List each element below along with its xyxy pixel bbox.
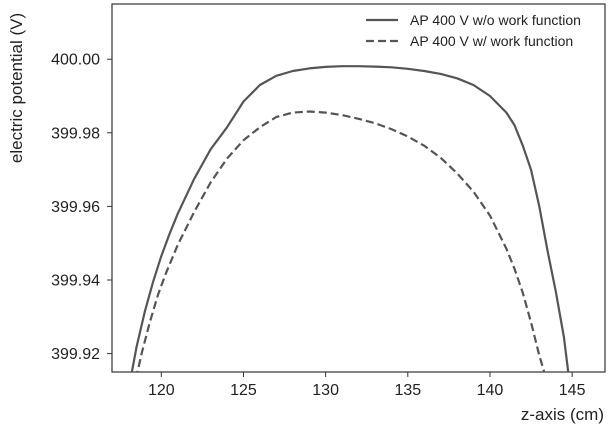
x-axis-ticks: 120 125 130 135 140 145 — [148, 372, 586, 399]
legend: AP 400 V w/o work function AP 400 V w/ wo… — [366, 12, 581, 49]
x-tick-label: 120 — [148, 382, 175, 399]
x-tick-label: 145 — [559, 382, 586, 399]
y-tick-label: 400.00 — [51, 52, 100, 69]
x-tick-label: 135 — [394, 382, 421, 399]
y-axis-label: electric potential (V) — [7, 13, 26, 163]
y-tick-label: 399.96 — [51, 199, 100, 216]
y-tick-label: 399.92 — [51, 346, 100, 363]
x-tick-label: 140 — [477, 382, 504, 399]
series-layer — [130, 65, 570, 372]
series-line-1 — [130, 65, 570, 372]
legend-label-1: AP 400 V w/o work function — [410, 12, 581, 28]
legend-label-2: AP 400 V w/ work function — [410, 33, 573, 49]
x-axis-label: z-axis (cm) — [521, 405, 604, 424]
series-line-2 — [136, 110, 546, 372]
plot-frame — [111, 3, 606, 373]
y-axis-ticks: 399.92 399.94 399.96 399.98 400.00 — [51, 52, 112, 363]
y-tick-label: 399.98 — [51, 125, 100, 142]
y-tick-label: 399.94 — [51, 273, 100, 290]
x-tick-label: 130 — [312, 382, 339, 399]
x-tick-label: 125 — [230, 382, 257, 399]
